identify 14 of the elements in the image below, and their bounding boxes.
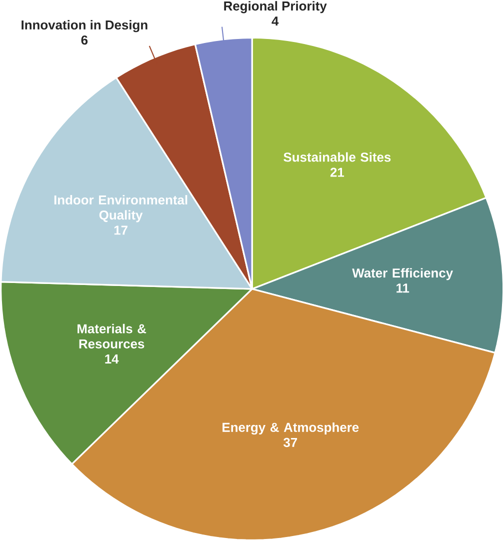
slice-label: Materials & Resources [77,324,146,348]
slice-label: Indoor Environmental Quality [54,195,188,222]
slice-label: Energy & Atmosphere [222,422,359,435]
slice-label: Regional Priority [224,1,327,14]
data-label: 17 [114,226,128,235]
data-label: 21 [330,168,344,177]
slice-label: Innovation in Design [22,20,148,32]
data-label: 37 [283,438,297,448]
data-label: 4 [272,16,279,26]
data-label: 6 [81,35,88,45]
data-label: 11 [396,284,410,293]
slice-label: Water Efficiency [352,268,453,280]
slice-label: Sustainable Sites [284,152,391,162]
data-label: 14 [105,354,119,364]
